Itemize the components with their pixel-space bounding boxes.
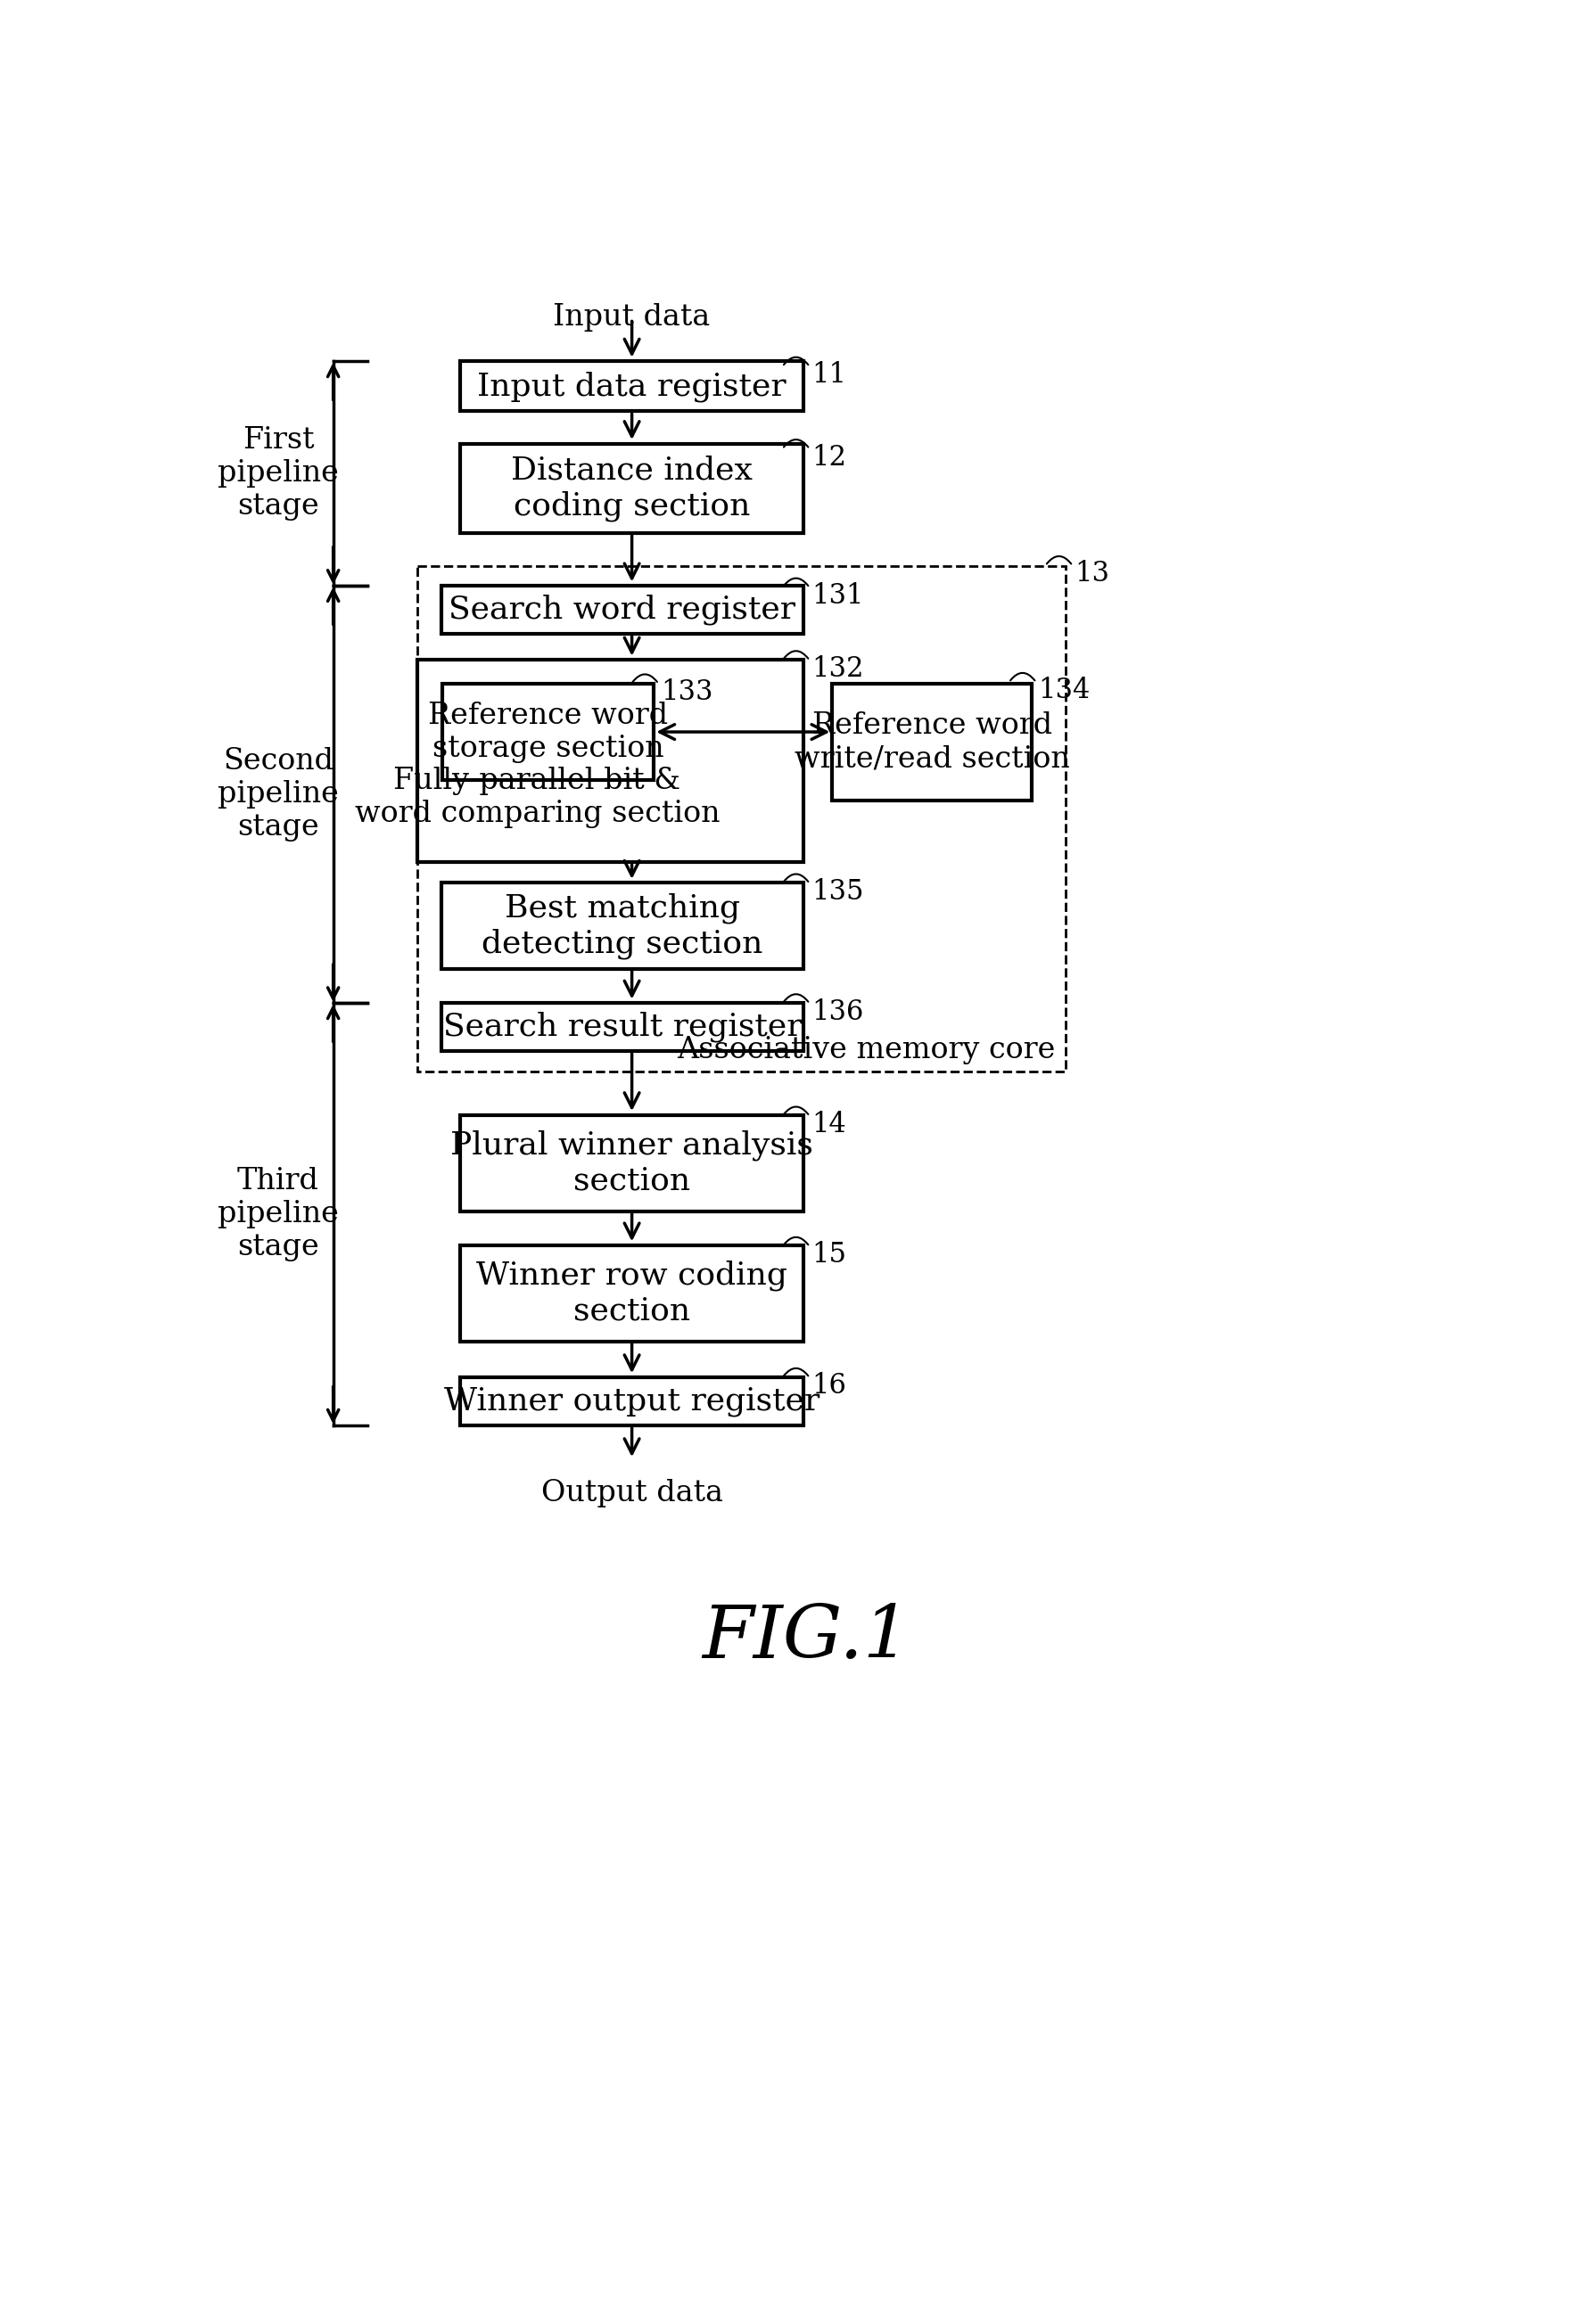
Text: Fully-parallel bit &
word comparing section: Fully-parallel bit & word comparing sect… <box>354 767 719 827</box>
Text: Reference word
write/read section: Reference word write/read section <box>794 711 1070 774</box>
Text: Winner row coding
section: Winner row coding section <box>477 1260 786 1327</box>
FancyBboxPatch shape <box>440 586 804 634</box>
Text: Search word register: Search word register <box>448 595 796 625</box>
Text: 134: 134 <box>1038 676 1090 704</box>
Text: Winner output register: Winner output register <box>444 1385 820 1415</box>
Text: 135: 135 <box>812 878 864 906</box>
Text: 12: 12 <box>812 444 846 472</box>
Text: 131: 131 <box>812 583 864 609</box>
FancyBboxPatch shape <box>442 683 653 781</box>
FancyBboxPatch shape <box>459 1246 804 1341</box>
FancyBboxPatch shape <box>417 660 804 862</box>
Text: Distance index
coding section: Distance index coding section <box>511 456 752 521</box>
Text: 133: 133 <box>661 679 713 706</box>
Text: First
pipeline
stage: First pipeline stage <box>217 425 338 521</box>
FancyBboxPatch shape <box>832 683 1030 799</box>
Text: Associative memory core: Associative memory core <box>676 1037 1055 1064</box>
Text: Second
pipeline
stage: Second pipeline stage <box>217 746 338 841</box>
Text: Output data: Output data <box>541 1478 722 1508</box>
Text: Input data register: Input data register <box>477 372 786 402</box>
Text: 11: 11 <box>812 360 846 388</box>
Text: 13: 13 <box>1074 560 1109 588</box>
Text: Best matching
detecting section: Best matching detecting section <box>481 892 763 960</box>
Text: Input data: Input data <box>554 302 709 332</box>
Text: 16: 16 <box>812 1371 846 1399</box>
Text: FIG.1: FIG.1 <box>702 1601 911 1673</box>
Text: 132: 132 <box>812 655 864 683</box>
FancyBboxPatch shape <box>440 1004 804 1050</box>
FancyBboxPatch shape <box>459 1378 804 1425</box>
Text: 14: 14 <box>812 1111 846 1139</box>
FancyBboxPatch shape <box>440 883 804 969</box>
FancyBboxPatch shape <box>459 1116 804 1211</box>
Text: Plural winner analysis
section: Plural winner analysis section <box>450 1129 813 1197</box>
Text: Reference word
storage section: Reference word storage section <box>428 702 667 762</box>
Text: 15: 15 <box>812 1241 846 1269</box>
Text: 136: 136 <box>812 997 864 1025</box>
FancyBboxPatch shape <box>459 360 804 411</box>
Text: Third
pipeline
stage: Third pipeline stage <box>217 1167 338 1262</box>
Text: Search result register: Search result register <box>442 1011 801 1043</box>
FancyBboxPatch shape <box>459 444 804 532</box>
